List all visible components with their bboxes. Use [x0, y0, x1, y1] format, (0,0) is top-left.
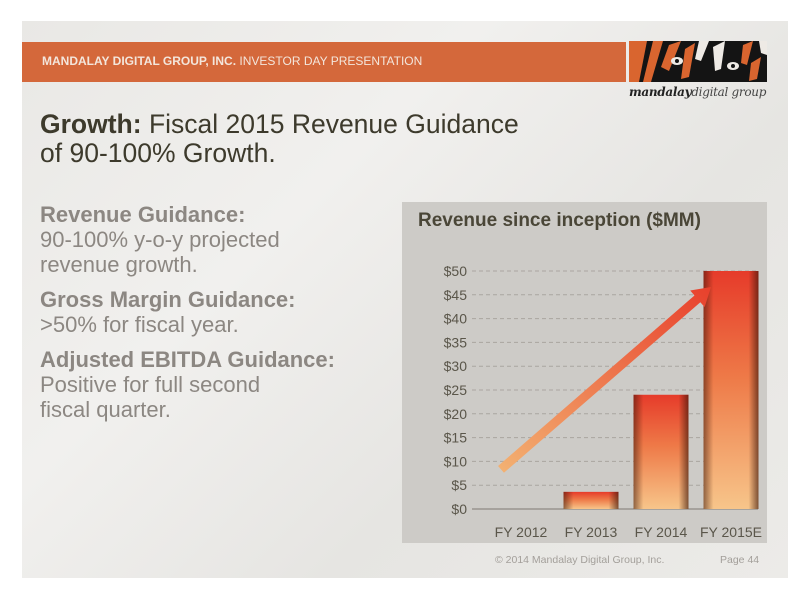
- y-tick-label: $5: [451, 477, 467, 493]
- x-tick-label: FY 2015E: [700, 524, 762, 540]
- x-tick-label: FY 2012: [495, 524, 548, 540]
- guidance-heading: Revenue Guidance:: [40, 202, 246, 227]
- y-tick-label: $10: [444, 453, 468, 469]
- tiger-logo-icon: [629, 41, 767, 82]
- guidance-text: fiscal quarter.: [40, 397, 171, 422]
- title-line-2: of 90-100% Growth.: [40, 138, 276, 168]
- guidance-ebitda: Adjusted EBITDA Guidance: Positive for f…: [40, 347, 420, 422]
- x-tick-label: FY 2014: [635, 524, 688, 540]
- footer-copyright: © 2014 Mandalay Digital Group, Inc.: [495, 554, 665, 566]
- bar: [633, 394, 689, 509]
- header-text: MANDALAY DIGITAL GROUP, INC. INVESTOR DA…: [42, 54, 422, 68]
- title-rest: Fiscal 2015 Revenue Guidance: [148, 109, 519, 139]
- x-tick-label: FY 2013: [565, 524, 618, 540]
- guidance-heading: Gross Margin Guidance:: [40, 287, 296, 312]
- y-tick-label: $15: [444, 430, 468, 446]
- title-line-1: Growth: Fiscal 2015 Revenue Guidance: [40, 110, 519, 139]
- logo-name-bold: mandalay: [629, 85, 692, 99]
- title-bold: Growth:: [40, 109, 142, 139]
- y-tick-label: $50: [444, 263, 468, 279]
- guidance-list: Revenue Guidance: 90-100% y-o-y projecte…: [40, 202, 420, 432]
- trend-arrow: [498, 287, 711, 473]
- logo-wordmark: mandalaydigital group: [629, 85, 769, 99]
- footer-page-number: Page 44: [720, 554, 760, 566]
- guidance-text: 90-100% y-o-y projected: [40, 227, 280, 252]
- y-tick-label: $45: [444, 287, 468, 303]
- y-tick-label: $30: [444, 358, 468, 374]
- slide: MANDALAY DIGITAL GROUP, INC. INVESTOR DA…: [22, 21, 788, 578]
- header-company: MANDALAY DIGITAL GROUP, INC.: [42, 54, 237, 68]
- logo-name-rest: digital group: [691, 85, 767, 99]
- header-subtitle: INVESTOR DAY PRESENTATION: [239, 54, 423, 68]
- bar: [703, 271, 759, 509]
- y-tick-label: $40: [444, 311, 468, 327]
- y-tick-label: $35: [444, 334, 468, 350]
- guidance-text: revenue growth.: [40, 252, 198, 277]
- guidance-revenue: Revenue Guidance: 90-100% y-o-y projecte…: [40, 202, 420, 277]
- guidance-text: >50% for fiscal year.: [40, 312, 239, 337]
- y-tick-label: $25: [444, 382, 468, 398]
- guidance-text: Positive for full second: [40, 372, 261, 397]
- guidance-heading: Adjusted EBITDA Guidance:: [40, 347, 335, 372]
- chart-panel: Revenue since inception ($MM): [402, 202, 767, 543]
- bar: [563, 491, 619, 509]
- y-tick-label: $0: [451, 501, 467, 517]
- chart-title: Revenue since inception ($MM): [418, 210, 701, 231]
- bar-shade: [703, 271, 759, 509]
- header-bar: MANDALAY DIGITAL GROUP, INC. INVESTOR DA…: [22, 42, 626, 82]
- revenue-chart: $0 $5 $10 $15 $20 $25 $30 $35 $40 $45 $50 FY 2012 F…: [444, 263, 762, 540]
- page-title: Growth: Fiscal 2015 Revenue Guidance of …: [40, 110, 519, 168]
- guidance-gross-margin: Gross Margin Guidance: >50% for fiscal y…: [40, 287, 420, 337]
- y-tick-label: $20: [444, 406, 468, 422]
- bar-shade: [633, 394, 689, 509]
- bar-shade: [563, 491, 619, 509]
